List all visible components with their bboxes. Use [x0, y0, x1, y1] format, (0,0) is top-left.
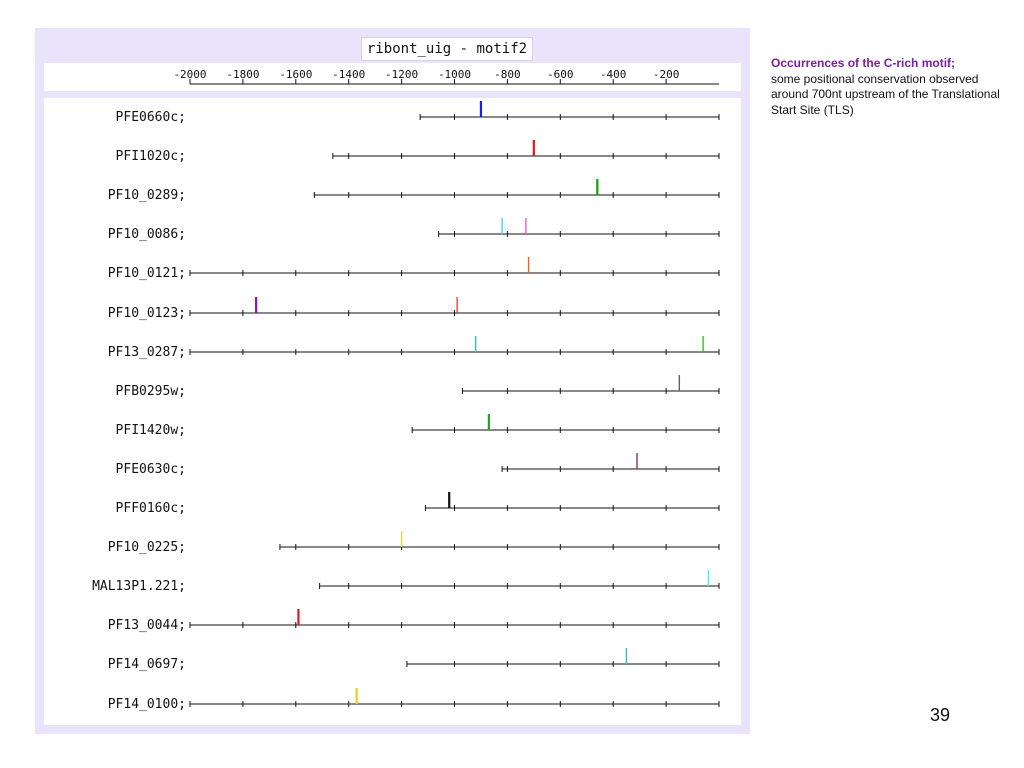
axis-tick-label: -1000: [438, 68, 471, 81]
axis-panel: [44, 63, 741, 91]
axis-tick-label: -200: [653, 68, 680, 81]
gene-label: PF14_0697;: [108, 657, 186, 672]
gene-label: PF10_0225;: [108, 540, 186, 555]
axis-tick-label: -1400: [332, 68, 365, 81]
gene-label: MAL13P1.221;: [92, 579, 186, 594]
gene-label: PF13_0044;: [108, 618, 186, 633]
page-number: 39: [930, 705, 951, 725]
gene-label: PF10_0121;: [108, 266, 186, 281]
notes-text: Occurrences of the C-rich motif; some po…: [771, 56, 1011, 118]
axis-tick-label: -1600: [279, 68, 312, 81]
gene-label: PFI1020c;: [116, 149, 186, 164]
gene-label: PFE0660c;: [116, 110, 186, 125]
gene-label: PF10_0289;: [108, 188, 186, 203]
rows-panel: [44, 98, 741, 725]
gene-label: PFF0160c;: [116, 501, 186, 516]
axis-tick-label: -600: [547, 68, 574, 81]
gene-label: PF10_0086;: [108, 227, 186, 242]
notes-body: some positional conservation observed ar…: [771, 71, 1000, 117]
axis-tick-label: -1200: [385, 68, 418, 81]
notes-heading: Occurrences of the C-rich motif;: [771, 56, 956, 70]
axis-tick-label: -400: [600, 68, 627, 81]
gene-label: PFI1420w;: [116, 423, 186, 438]
frame-edge: [741, 240, 750, 734]
axis-tick-label: -800: [494, 68, 521, 81]
gene-label: PFB0295w;: [116, 384, 186, 399]
axis-tick-label: -1800: [226, 68, 259, 81]
gene-label: PF14_0100;: [108, 697, 186, 712]
gene-label: PF13_0287;: [108, 345, 186, 360]
axis-tick-label: -2000: [173, 68, 206, 81]
gene-label: PFE0630c;: [116, 462, 186, 477]
gene-label: PF10_0123;: [108, 306, 186, 321]
figure-title: ribont_uig - motif2: [361, 37, 533, 61]
